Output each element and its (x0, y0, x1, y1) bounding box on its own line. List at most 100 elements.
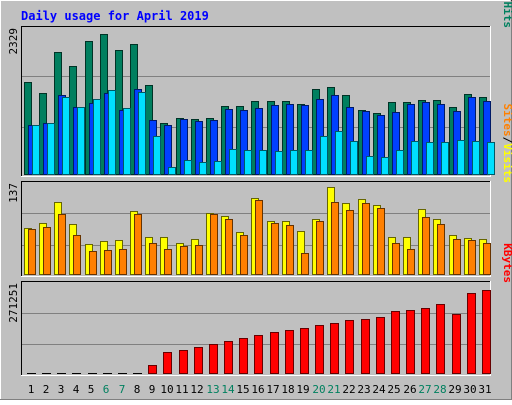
bar-kbytes-day-11 (179, 350, 188, 374)
x-tick-label-day-24: 24 (372, 383, 386, 396)
bar-kbytes-day-29 (452, 314, 461, 374)
bar-kbytes-day-13 (209, 344, 218, 374)
bar-pages-day-11 (184, 160, 192, 175)
chart-panels: 2329Pages/Files/Hits137Sites/Visits27125… (7, 0, 512, 376)
bar-kbytes-day-2 (42, 373, 51, 374)
bar-sites-day-11 (180, 246, 188, 275)
bar-sites-day-4 (73, 235, 81, 275)
bar-sites-day-26 (407, 249, 415, 275)
bar-kbytes-day-18 (285, 330, 294, 374)
x-tick-label-day-22: 22 (342, 383, 355, 396)
bar-pages-day-10 (168, 167, 176, 175)
bar-pages-day-18 (290, 150, 298, 175)
bar-kbytes-day-8 (133, 373, 142, 374)
bar-sites-day-14 (225, 219, 233, 275)
bar-sites-day-19 (301, 253, 309, 275)
bar-kbytes-day-20 (315, 325, 324, 374)
bar-sites-day-10 (164, 249, 172, 275)
x-tick-label-day-2: 2 (43, 383, 50, 396)
x-axis-day-labels: 1 2 3 4 5 6 7 8 9 10 11 12 13 14 15 16 17 18 19 20 21 22 23 24 2… (28, 383, 492, 396)
x-tick-label-day-17: 17 (266, 383, 279, 396)
series-pages (32, 90, 495, 175)
y-max-label: 137 (7, 183, 20, 203)
x-tick-label-day-30: 30 (463, 383, 476, 396)
x-tick-label-day-11: 11 (175, 383, 188, 396)
x-tick-label-day-26: 26 (403, 383, 416, 396)
bar-pages-day-24 (381, 157, 389, 175)
x-tick-label-day-27: 27 (418, 383, 431, 396)
bar-pages-day-31 (487, 142, 495, 175)
bar-kbytes-day-28 (436, 304, 445, 374)
series-sites (28, 200, 491, 275)
bar-pages-day-15 (244, 150, 252, 175)
x-tick-label-day-28: 28 (433, 383, 446, 396)
bar-pages-day-8 (138, 92, 146, 175)
bar-sites-day-5 (89, 251, 97, 275)
bar-kbytes-day-21 (330, 323, 339, 374)
x-tick-label-day-29: 29 (448, 383, 461, 396)
legend-3: KBytes (501, 243, 512, 283)
bar-pages-day-17 (275, 151, 283, 175)
bar-sites-day-6 (104, 250, 112, 275)
bar-sites-day-3 (58, 214, 66, 275)
bar-pages-day-25 (396, 150, 404, 175)
x-tick-label-day-12: 12 (190, 383, 203, 396)
legend-hits: Hits (501, 2, 512, 29)
bar-kbytes-day-25 (391, 311, 400, 374)
bar-sites-day-27 (422, 217, 430, 275)
x-tick-label-day-21: 21 (327, 383, 340, 396)
bar-pages-day-23 (366, 156, 374, 175)
bar-pages-day-14 (229, 149, 237, 175)
bar-pages-day-20 (320, 136, 328, 175)
bar-sites-day-16 (255, 200, 263, 275)
bar-sites-day-31 (483, 243, 491, 275)
bar-sites-day-22 (346, 210, 354, 275)
bar-sites-day-9 (149, 243, 157, 275)
bar-pages-day-29 (457, 140, 465, 175)
x-tick-label-day-4: 4 (73, 383, 80, 396)
bar-sites-day-7 (119, 249, 127, 275)
bar-kbytes-day-12 (194, 347, 203, 374)
x-tick-label-day-16: 16 (251, 383, 264, 396)
bar-kbytes-day-26 (406, 310, 415, 374)
bar-pages-day-4 (77, 107, 85, 175)
bar-sites-day-25 (392, 243, 400, 275)
bar-kbytes-day-17 (270, 332, 279, 374)
bar-kbytes-day-30 (467, 293, 476, 374)
bar-kbytes-day-31 (482, 290, 491, 374)
bar-pages-day-22 (350, 141, 358, 175)
bar-pages-day-6 (108, 90, 116, 175)
bar-pages-day-12 (199, 162, 207, 175)
bar-pages-day-1 (32, 125, 40, 175)
series-kbytes (27, 290, 491, 374)
legend-visits: Visits (501, 143, 512, 183)
x-tick-label-day-9: 9 (149, 383, 156, 396)
bar-kbytes-day-23 (361, 319, 370, 374)
bar-sites-day-24 (377, 208, 385, 275)
x-tick-label-day-23: 23 (357, 383, 370, 396)
bar-kbytes-day-22 (345, 320, 354, 374)
x-tick-label-day-6: 6 (103, 383, 110, 396)
bar-kbytes-day-5 (88, 373, 97, 374)
y-max-label: 271251 (7, 283, 20, 323)
x-tick-label-day-3: 3 (58, 383, 65, 396)
bar-pages-day-7 (123, 108, 131, 175)
chart-title: Daily usage for April 2019 (21, 9, 209, 23)
bar-kbytes-day-16 (254, 335, 263, 374)
bar-kbytes-day-9 (148, 365, 157, 374)
bar-sites-day-21 (331, 202, 339, 275)
bar-pages-day-5 (93, 99, 101, 175)
bar-sites-day-13 (210, 214, 218, 275)
bar-kbytes-day-27 (421, 308, 430, 374)
legend-2: Sites/Visits (501, 104, 512, 184)
x-tick-label-day-1: 1 (28, 383, 35, 396)
bar-sites-day-15 (240, 235, 248, 275)
x-tick-label-day-19: 19 (296, 383, 309, 396)
x-tick-label-day-7: 7 (119, 383, 126, 396)
x-tick-label-day-31: 31 (478, 383, 491, 396)
bar-pages-day-19 (305, 150, 313, 175)
legend-1: Pages/Files/Hits (501, 0, 512, 28)
bar-pages-day-13 (214, 161, 222, 175)
bar-kbytes-day-3 (57, 373, 66, 374)
bar-kbytes-day-24 (376, 317, 385, 374)
